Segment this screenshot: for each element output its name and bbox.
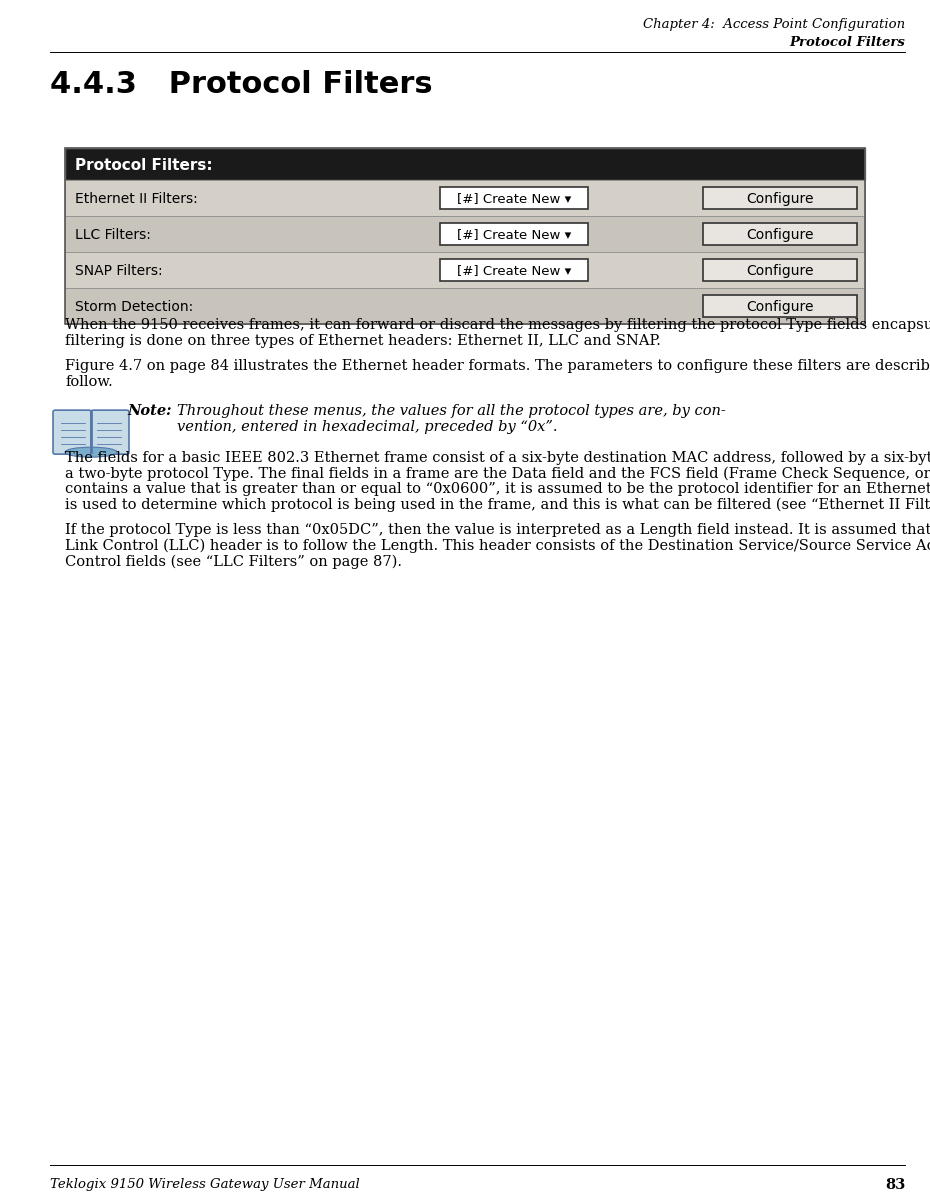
Text: Configure: Configure [746,300,814,314]
Text: If the protocol Type is less than “0x05DC”, then the value is interpreted as a L: If the protocol Type is less than “0x05D… [65,524,930,538]
Text: vention, entered in hexadecimal, preceded by “0x”.: vention, entered in hexadecimal, precede… [177,419,557,434]
Text: Storm Detection:: Storm Detection: [75,300,193,314]
Text: When the 9150 receives frames, it can forward or discard the messages by filteri: When the 9150 receives frames, it can fo… [65,317,930,332]
FancyBboxPatch shape [703,187,857,208]
FancyBboxPatch shape [65,252,865,288]
FancyBboxPatch shape [65,288,865,323]
Text: follow.: follow. [65,375,113,388]
Text: Teklogix 9150 Wireless Gateway User Manual: Teklogix 9150 Wireless Gateway User Manu… [50,1178,360,1191]
Text: [#] Create New ▾: [#] Create New ▾ [457,228,571,241]
FancyBboxPatch shape [440,259,588,282]
Ellipse shape [65,447,117,458]
Text: Control fields (see “LLC Filters” on page 87).: Control fields (see “LLC Filters” on pag… [65,555,402,569]
Text: Throughout these menus, the values for all the protocol types are, by con-: Throughout these menus, the values for a… [177,404,726,418]
Text: Configure: Configure [746,228,814,242]
FancyBboxPatch shape [53,410,91,454]
Text: [#] Create New ▾: [#] Create New ▾ [457,264,571,277]
Text: filtering is done on three types of Ethernet headers: Ethernet II, LLC and SNAP.: filtering is done on three types of Ethe… [65,333,661,347]
Text: Link Control (LLC) header is to follow the Length. This header consists of the D: Link Control (LLC) header is to follow t… [65,539,930,553]
FancyBboxPatch shape [65,180,865,216]
FancyBboxPatch shape [703,259,857,282]
Text: Chapter 4:  Access Point Configuration: Chapter 4: Access Point Configuration [643,18,905,31]
Text: Protocol Filters: Protocol Filters [790,36,905,49]
Text: is used to determine which protocol is being used in the frame, and this is what: is used to determine which protocol is b… [65,498,930,513]
FancyBboxPatch shape [440,223,588,246]
Text: The fields for a basic IEEE 802.3 Ethernet frame consist of a six-byte destinati: The fields for a basic IEEE 802.3 Ethern… [65,452,930,465]
Text: [#] Create New ▾: [#] Create New ▾ [457,192,571,205]
Text: 83: 83 [884,1178,905,1192]
FancyBboxPatch shape [703,223,857,246]
Text: contains a value that is greater than or equal to “0x0600”, it is assumed to be : contains a value that is greater than or… [65,483,930,496]
FancyBboxPatch shape [65,216,865,252]
FancyBboxPatch shape [703,295,857,317]
Text: Configure: Configure [746,264,814,278]
FancyBboxPatch shape [65,149,865,180]
Text: LLC Filters:: LLC Filters: [75,228,151,242]
Text: Configure: Configure [746,192,814,206]
Text: a two-byte protocol Type. The final fields in a frame are the Data field and the: a two-byte protocol Type. The final fiel… [65,467,930,482]
Text: Ethernet II Filters:: Ethernet II Filters: [75,192,198,206]
Text: Note:: Note: [127,404,171,418]
Text: Protocol Filters:: Protocol Filters: [75,158,213,174]
Text: Figure 4.7 on page 84 illustrates the Ethernet header formats. The parameters to: Figure 4.7 on page 84 illustrates the Et… [65,359,930,373]
FancyBboxPatch shape [91,410,129,454]
Text: 4.4.3   Protocol Filters: 4.4.3 Protocol Filters [50,69,432,99]
FancyBboxPatch shape [440,187,588,208]
Text: SNAP Filters:: SNAP Filters: [75,264,163,278]
